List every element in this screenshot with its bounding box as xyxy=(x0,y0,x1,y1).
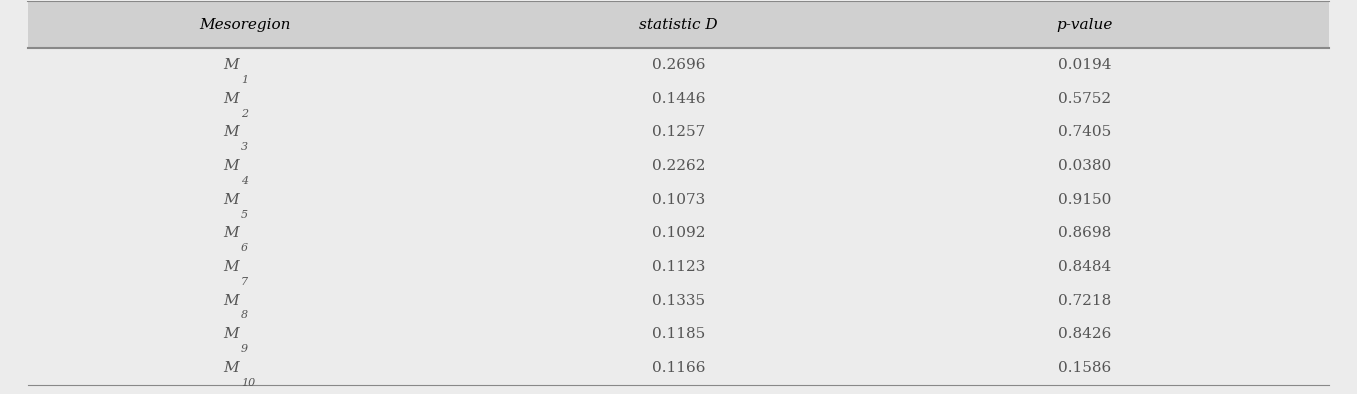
Text: 8: 8 xyxy=(242,310,248,320)
Text: 0.2262: 0.2262 xyxy=(651,159,706,173)
Text: 0.8698: 0.8698 xyxy=(1058,227,1111,240)
Text: 9: 9 xyxy=(242,344,248,354)
Text: 6: 6 xyxy=(242,243,248,253)
Text: M: M xyxy=(223,125,239,139)
Text: p-value: p-value xyxy=(1057,18,1113,32)
Text: M: M xyxy=(223,159,239,173)
Text: 0.1335: 0.1335 xyxy=(651,294,706,308)
Text: M: M xyxy=(223,58,239,72)
Text: 1: 1 xyxy=(242,75,248,85)
Text: 0.0194: 0.0194 xyxy=(1058,58,1111,72)
Text: 0.1185: 0.1185 xyxy=(651,327,706,341)
Text: 3: 3 xyxy=(242,142,248,152)
Text: Mesoregion: Mesoregion xyxy=(199,18,290,32)
Text: 0.1257: 0.1257 xyxy=(651,125,706,139)
Text: 2: 2 xyxy=(242,109,248,119)
Text: 5: 5 xyxy=(242,210,248,219)
Text: 10: 10 xyxy=(242,378,255,388)
Text: 0.1092: 0.1092 xyxy=(651,227,706,240)
Text: 0.1073: 0.1073 xyxy=(651,193,706,207)
Text: 0.7405: 0.7405 xyxy=(1058,125,1111,139)
Bar xyxy=(28,2,1329,48)
Text: M: M xyxy=(223,294,239,308)
Text: M: M xyxy=(223,227,239,240)
Text: M: M xyxy=(223,327,239,341)
Text: 0.8426: 0.8426 xyxy=(1058,327,1111,341)
Text: M: M xyxy=(223,260,239,274)
Text: 0.0380: 0.0380 xyxy=(1058,159,1111,173)
Text: 0.1166: 0.1166 xyxy=(651,361,706,375)
Text: 0.1123: 0.1123 xyxy=(651,260,706,274)
Text: M: M xyxy=(223,92,239,106)
Text: M: M xyxy=(223,193,239,207)
Text: 4: 4 xyxy=(242,176,248,186)
Text: 0.5752: 0.5752 xyxy=(1058,92,1111,106)
Text: M: M xyxy=(223,361,239,375)
Text: 0.8484: 0.8484 xyxy=(1058,260,1111,274)
Text: 0.7218: 0.7218 xyxy=(1058,294,1111,308)
Text: 0.1586: 0.1586 xyxy=(1058,361,1111,375)
Text: 0.9150: 0.9150 xyxy=(1058,193,1111,207)
Text: 0.2696: 0.2696 xyxy=(651,58,706,72)
Text: 0.1446: 0.1446 xyxy=(651,92,706,106)
Text: statistic D: statistic D xyxy=(639,18,718,32)
Text: 7: 7 xyxy=(242,277,248,287)
